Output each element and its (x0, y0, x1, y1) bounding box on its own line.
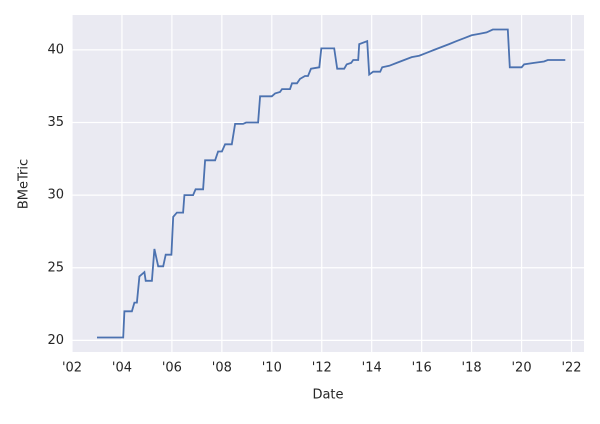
y-tick-label: 30 (47, 188, 64, 203)
y-axis-label: BMeTric (17, 159, 32, 209)
plot-area (72, 15, 584, 352)
x-tick-label: '02 (62, 361, 82, 376)
x-tick-label: '18 (462, 361, 482, 376)
x-tick-label: '16 (412, 361, 432, 376)
x-tick-label: '14 (362, 361, 382, 376)
x-tick-label: '04 (112, 361, 132, 376)
data-line (97, 28, 566, 339)
x-axis-label: Date (312, 388, 343, 403)
x-tick-label: '20 (511, 361, 531, 376)
y-tick-label: 20 (47, 333, 64, 348)
x-tick-label: '08 (212, 361, 232, 376)
y-tick-label: 35 (47, 115, 64, 130)
y-tick-label: 40 (47, 42, 64, 57)
x-tick-label: '12 (312, 361, 332, 376)
x-tick-label: '22 (561, 361, 581, 376)
y-tick-label: 25 (47, 260, 64, 275)
x-tick-label: '06 (162, 361, 182, 376)
x-tick-label: '10 (262, 361, 282, 376)
